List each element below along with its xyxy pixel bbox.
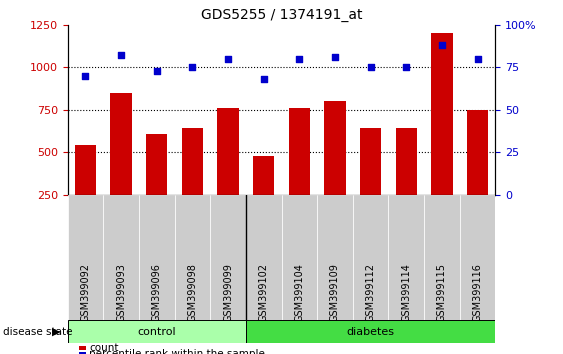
Bar <box>431 33 453 237</box>
Bar <box>110 93 132 237</box>
Bar <box>139 195 175 329</box>
Point <box>224 56 233 62</box>
Text: GSM399115: GSM399115 <box>437 263 447 322</box>
Text: percentile rank within the sample: percentile rank within the sample <box>89 349 265 354</box>
Point <box>402 64 411 70</box>
Text: GSM399109: GSM399109 <box>330 264 340 322</box>
Bar <box>146 133 167 237</box>
Point <box>366 64 375 70</box>
Bar <box>182 127 203 237</box>
Point <box>81 73 90 79</box>
Bar <box>282 195 317 329</box>
Text: GSM399116: GSM399116 <box>472 264 482 322</box>
Bar <box>246 320 495 343</box>
Bar <box>388 195 424 329</box>
Title: GDS5255 / 1374191_at: GDS5255 / 1374191_at <box>201 8 362 22</box>
Bar <box>103 195 139 329</box>
Point <box>152 68 161 74</box>
Text: GSM399093: GSM399093 <box>116 264 126 322</box>
Point <box>295 56 304 62</box>
Text: GSM399104: GSM399104 <box>294 264 305 322</box>
Text: GSM399096: GSM399096 <box>151 264 162 322</box>
Text: ▶: ▶ <box>52 327 60 337</box>
Bar <box>217 108 239 237</box>
Text: GSM399114: GSM399114 <box>401 264 412 322</box>
Bar <box>289 108 310 237</box>
Bar <box>68 320 246 343</box>
Text: GSM399098: GSM399098 <box>187 264 198 322</box>
Bar <box>396 127 417 237</box>
Text: disease state: disease state <box>3 327 72 337</box>
Point <box>117 52 126 58</box>
Bar <box>175 195 210 329</box>
Bar <box>360 129 381 237</box>
Point <box>330 54 339 60</box>
Bar <box>317 195 353 329</box>
Point <box>437 42 446 48</box>
Text: control: control <box>137 327 176 337</box>
Text: GSM399092: GSM399092 <box>81 263 91 322</box>
Text: diabetes: diabetes <box>347 327 395 337</box>
Point <box>188 64 197 70</box>
Bar <box>68 195 103 329</box>
Text: GSM399102: GSM399102 <box>258 263 269 322</box>
Bar <box>210 195 246 329</box>
Text: count: count <box>89 343 118 353</box>
Point <box>259 76 268 82</box>
Bar <box>467 110 488 237</box>
Bar <box>460 195 495 329</box>
Bar <box>424 195 460 329</box>
Point <box>473 56 482 62</box>
Bar <box>75 145 96 237</box>
Bar <box>246 195 282 329</box>
Bar <box>253 156 274 237</box>
Text: GSM399112: GSM399112 <box>365 263 376 322</box>
Text: GSM399099: GSM399099 <box>223 264 233 322</box>
Bar <box>324 101 346 237</box>
Bar <box>353 195 388 329</box>
